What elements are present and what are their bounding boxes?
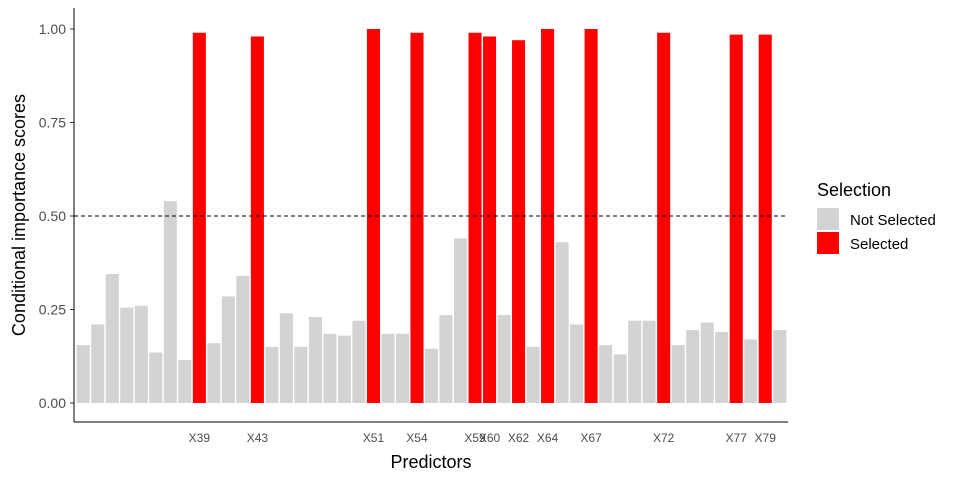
legend: Selection Not Selected Selected [817, 180, 936, 254]
bar-not-selected [323, 333, 337, 403]
bar-not-selected [497, 315, 511, 403]
x-tick-label: X60 [479, 431, 501, 445]
legend-title: Selection [817, 180, 891, 200]
bar-not-selected [671, 345, 685, 403]
bar-not-selected [715, 331, 729, 403]
bar-not-selected [337, 335, 351, 403]
bar-not-selected [308, 316, 322, 403]
bar-selected [584, 29, 598, 403]
y-tick-label: 1.00 [39, 21, 66, 37]
x-tick-label: X51 [363, 431, 385, 445]
bar-not-selected [352, 320, 366, 403]
legend-label-not-selected: Not Selected [850, 212, 936, 229]
bar-not-selected [294, 346, 308, 403]
bar-not-selected [105, 273, 119, 403]
bar-not-selected [279, 313, 293, 403]
legend-swatch-selected [817, 232, 839, 254]
bar-not-selected [613, 354, 627, 403]
bar-not-selected [178, 359, 192, 403]
bar-selected [366, 29, 380, 403]
bar-selected [729, 34, 743, 404]
bar-not-selected [700, 322, 714, 403]
bar-not-selected [120, 307, 134, 403]
x-tick-label: X77 [726, 431, 748, 445]
x-tick-label: X59 [464, 431, 486, 445]
bar-selected [468, 32, 482, 404]
bar-selected [657, 32, 671, 404]
bar-not-selected [439, 315, 453, 403]
bar-selected [192, 32, 206, 404]
bar-not-selected [570, 324, 584, 403]
bar-not-selected [221, 296, 235, 403]
bar-not-selected [76, 345, 90, 403]
y-tick-label: 0.00 [39, 395, 66, 411]
bar-not-selected [424, 348, 439, 403]
bar-not-selected [686, 330, 700, 403]
bar-not-selected [453, 238, 468, 403]
x-axis-title: Predictors [390, 452, 471, 472]
bar-not-selected [134, 305, 148, 403]
bar-selected [512, 40, 526, 403]
bar-not-selected [599, 345, 613, 403]
bar-not-selected [91, 324, 105, 403]
x-tick-label: X72 [653, 431, 675, 445]
bar-not-selected [642, 320, 656, 403]
y-tick-label: 0.25 [39, 302, 66, 318]
bar-not-selected [381, 333, 395, 403]
bar-not-selected [526, 346, 540, 403]
x-tick-label: X79 [755, 431, 777, 445]
bar-not-selected [207, 343, 221, 403]
bar-not-selected [149, 352, 163, 403]
y-axis-title: Conditional importance scores [9, 94, 29, 336]
x-tick-label: X67 [580, 431, 602, 445]
bar-not-selected [555, 242, 569, 403]
y-axis-ticks: 0.00 0.25 0.50 0.75 1.00 [39, 21, 74, 411]
legend-label-selected: Selected [850, 236, 908, 253]
bar-not-selected [628, 320, 642, 403]
bar-not-selected [236, 275, 250, 403]
bars-layer [76, 29, 787, 404]
x-tick-label: X54 [406, 431, 428, 445]
bar-selected [410, 32, 424, 404]
y-tick-label: 0.50 [39, 208, 66, 224]
bar-selected [541, 29, 555, 403]
x-tick-label: X43 [247, 431, 269, 445]
legend-swatch-not-selected [817, 208, 839, 230]
y-tick-label: 0.75 [39, 115, 66, 131]
bar-not-selected [744, 339, 758, 403]
bar-selected [483, 36, 497, 403]
bar-not-selected [395, 333, 410, 403]
bar-selected [250, 36, 264, 403]
bar-selected [758, 34, 772, 404]
bar-not-selected [163, 201, 177, 403]
x-tick-label: X62 [508, 431, 530, 445]
bar-not-selected [773, 330, 787, 403]
bar-not-selected [265, 346, 279, 403]
x-tick-label: X39 [189, 431, 211, 445]
x-tick-label: X64 [537, 431, 559, 445]
